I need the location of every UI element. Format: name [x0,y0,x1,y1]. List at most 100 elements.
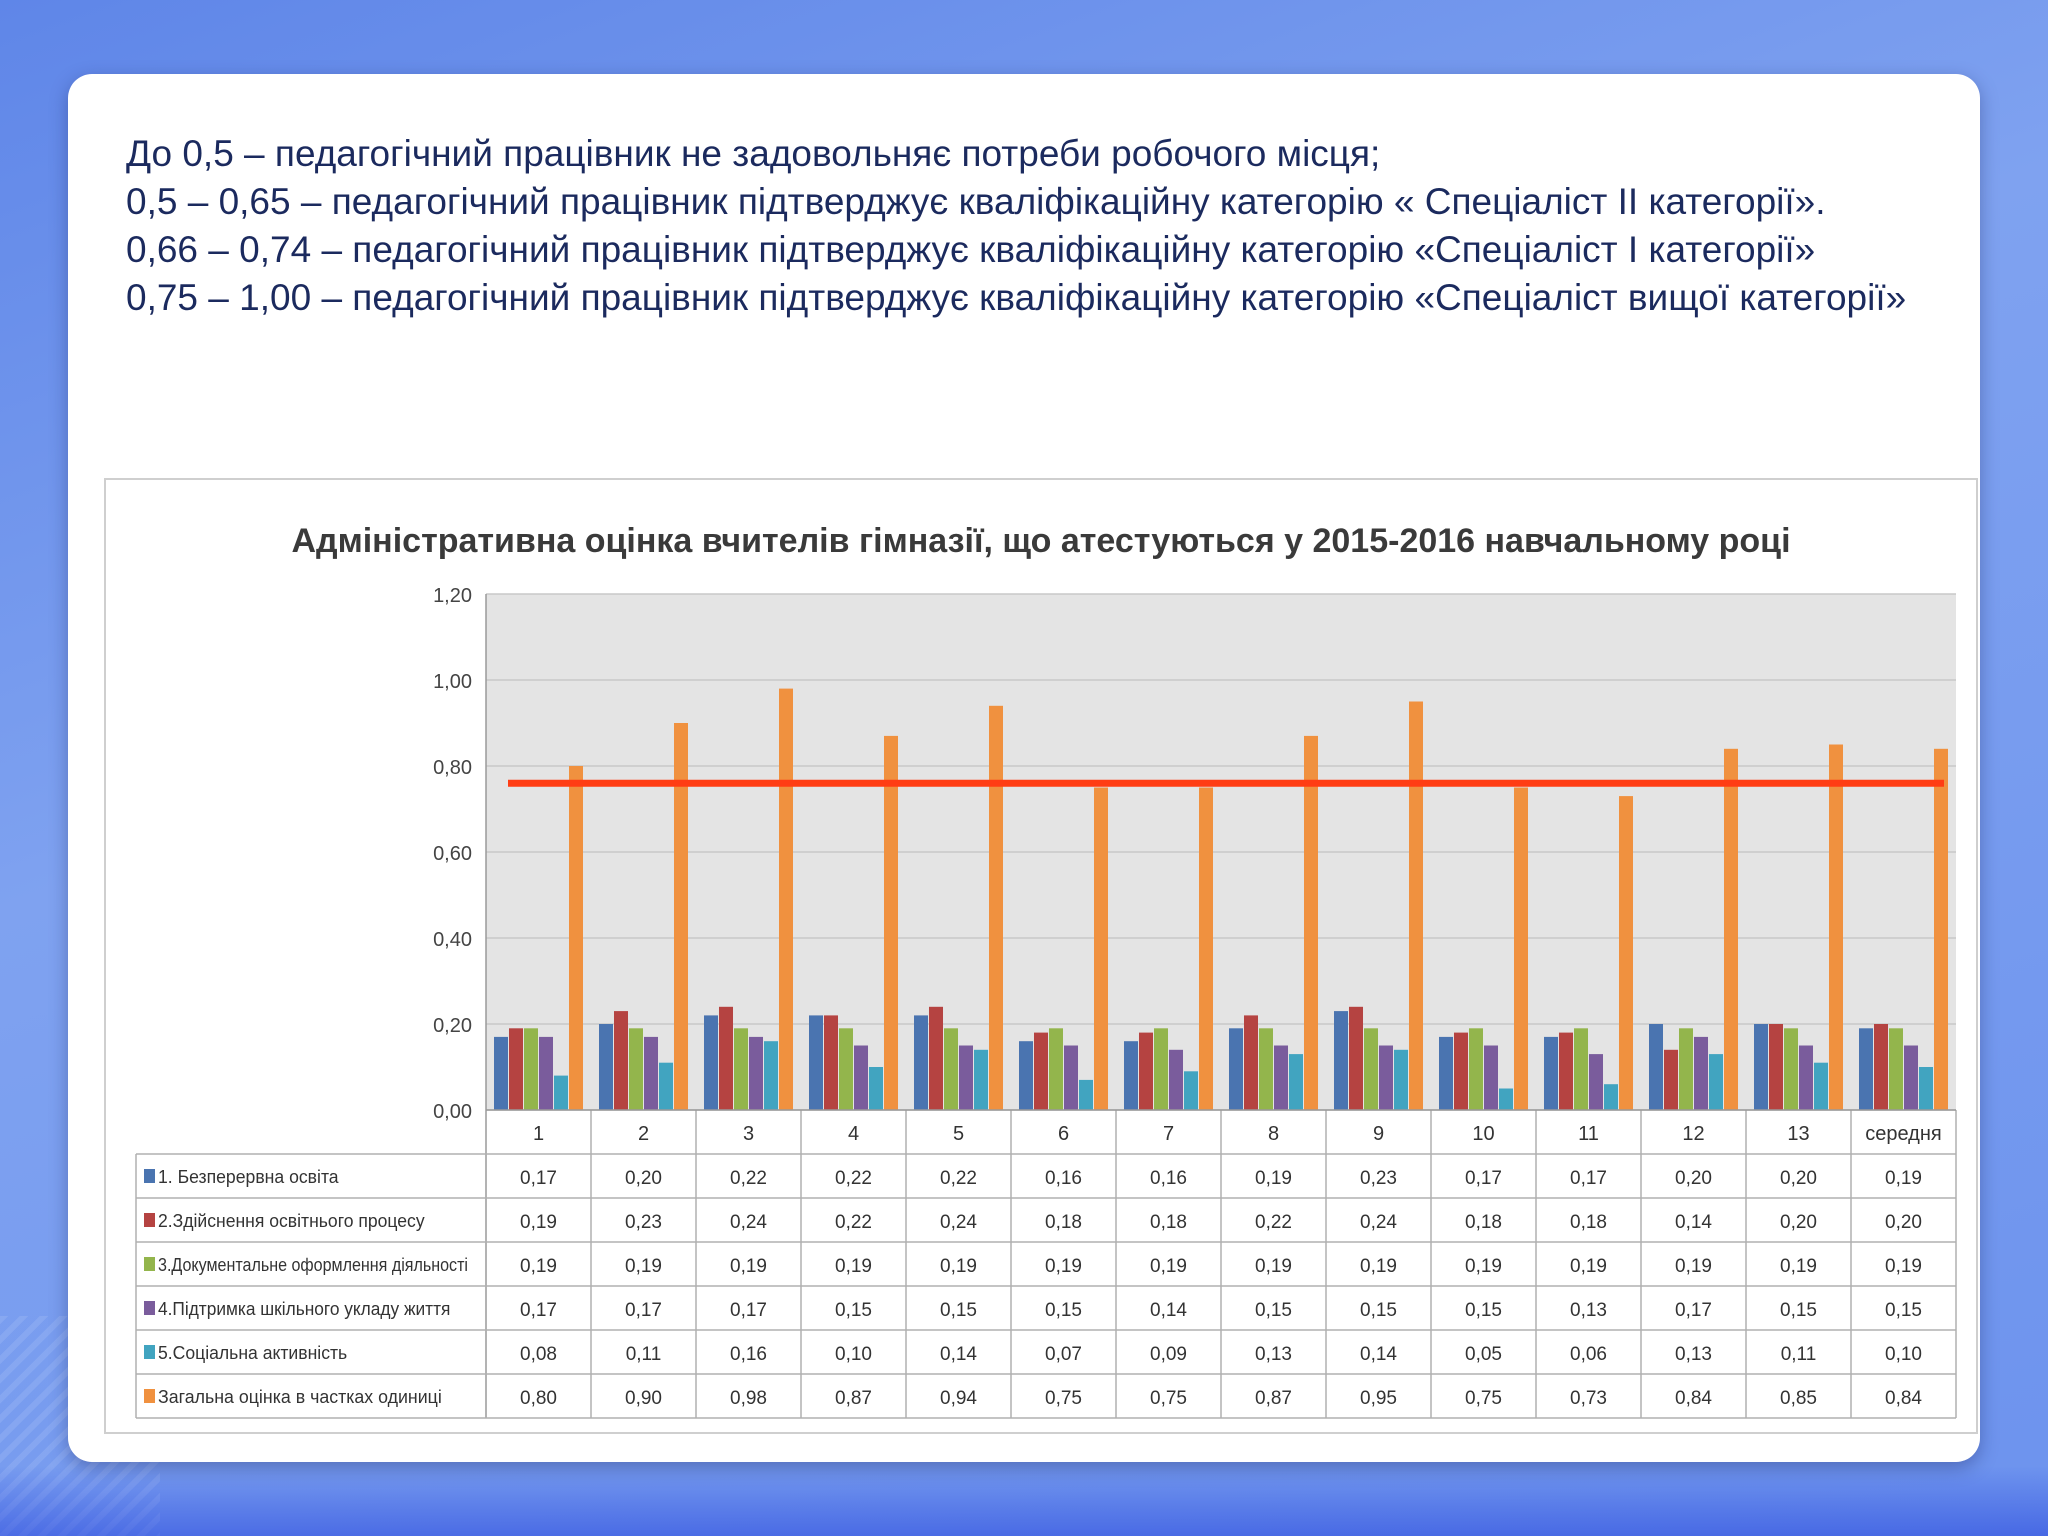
bar [704,1015,718,1110]
bar [1604,1084,1618,1110]
bar [959,1045,973,1110]
data-label: 0,15 [1360,1300,1397,1321]
criteria-line: 0,66 – 0,74 – педагогічний працівник під… [126,229,1816,270]
legend-swatch [144,1169,155,1183]
bar [1364,1028,1378,1110]
data-label: 0,17 [1465,1168,1502,1189]
legend-label: 1. Безперервна освіта [158,1167,340,1187]
criteria-line: До 0,5 – педагогічний працівник не задов… [126,133,1381,174]
data-label: 0,19 [1255,1168,1292,1189]
data-label: 0,20 [1885,1212,1922,1233]
bar [779,688,793,1110]
data-label: 0,24 [1360,1212,1397,1233]
data-label: 0,22 [835,1212,872,1233]
bar [1289,1054,1303,1110]
data-label: 0,85 [1780,1388,1817,1409]
bar [1394,1049,1408,1110]
data-label: 0,18 [1150,1212,1187,1233]
data-label: 0,22 [730,1168,767,1189]
data-label: 0,84 [1885,1388,1922,1409]
data-label: 0,73 [1570,1388,1607,1409]
bar [1184,1071,1198,1110]
data-label: 0,87 [1255,1388,1292,1409]
data-label: 0,09 [1150,1344,1187,1365]
legend-swatch [144,1213,155,1227]
y-tick-label: 0,80 [433,757,472,779]
criteria-line: 0,5 – 0,65 – педагогічний працівник підт… [126,181,1826,222]
data-label: 0,17 [520,1168,557,1189]
data-label: 0,19 [1360,1256,1397,1277]
data-label: 0,23 [1360,1168,1397,1189]
bar [1349,1006,1363,1110]
data-label: 0,22 [1255,1212,1292,1233]
data-label: 0,19 [1570,1256,1607,1277]
bar [929,1006,943,1110]
data-label: 0,14 [1360,1344,1397,1365]
data-label: 0,18 [1570,1212,1607,1233]
bar [1064,1045,1078,1110]
bar [1139,1032,1153,1110]
bar [1154,1028,1168,1110]
x-tick-label: 8 [1268,1123,1279,1145]
data-label: 0,13 [1570,1300,1607,1321]
data-label: 0,80 [520,1388,557,1409]
bar [1259,1028,1273,1110]
data-label: 0,15 [1045,1300,1082,1321]
bar [1304,735,1318,1110]
data-label: 0,14 [1675,1212,1712,1233]
bar [644,1036,658,1110]
y-tick-label: 0,20 [433,1015,472,1037]
bar [1829,744,1843,1110]
data-label: 0,19 [1150,1256,1187,1277]
x-tick-label: 11 [1578,1123,1599,1145]
bar [944,1028,958,1110]
bar [674,723,688,1110]
bar [1874,1024,1888,1110]
bar [764,1041,778,1110]
bar [1589,1054,1603,1110]
data-label: 0,22 [940,1168,977,1189]
data-label: 0,24 [730,1212,767,1233]
criteria-list: До 0,5 – педагогічний працівник не задов… [126,130,1956,322]
legend-swatch [144,1257,155,1271]
data-label: 0,17 [730,1300,767,1321]
bar [1919,1067,1933,1110]
bar [539,1036,553,1110]
x-tick-label: 4 [848,1123,859,1145]
data-label: 0,24 [940,1212,977,1233]
x-tick-label: 1 [533,1123,544,1145]
bar [809,1015,823,1110]
bar [869,1067,883,1110]
data-label: 0,19 [1885,1256,1922,1277]
bar [1094,787,1108,1110]
data-label: 0,15 [1885,1300,1922,1321]
data-label: 0,22 [835,1168,872,1189]
data-label: 0,75 [1045,1388,1082,1409]
data-label: 0,98 [730,1388,767,1409]
data-label: 0,84 [1675,1388,1712,1409]
bar [1724,748,1738,1110]
bar [1169,1049,1183,1110]
bar [614,1011,628,1110]
bar [1244,1015,1258,1110]
data-label: 0,11 [1781,1344,1817,1365]
data-label: 0,15 [1255,1300,1292,1321]
bar [1559,1032,1573,1110]
bar [1709,1054,1723,1110]
legend-label: 5.Соціальна активність [158,1343,347,1363]
data-label: 0,19 [520,1212,557,1233]
data-label: 0,18 [1045,1212,1082,1233]
data-label: 0,15 [1465,1300,1502,1321]
bar [824,1015,838,1110]
x-tick-label: 6 [1058,1123,1069,1145]
data-label: 0,16 [1045,1168,1082,1189]
bar [1904,1045,1918,1110]
data-label: 0,19 [625,1256,662,1277]
data-label: 0,06 [1570,1344,1607,1365]
y-tick-label: 0,40 [433,929,472,951]
data-label: 0,17 [1675,1300,1712,1321]
bar [914,1015,928,1110]
x-tick-label: 3 [743,1123,754,1145]
bar [1274,1045,1288,1110]
background-bottom-band [0,1466,2048,1536]
